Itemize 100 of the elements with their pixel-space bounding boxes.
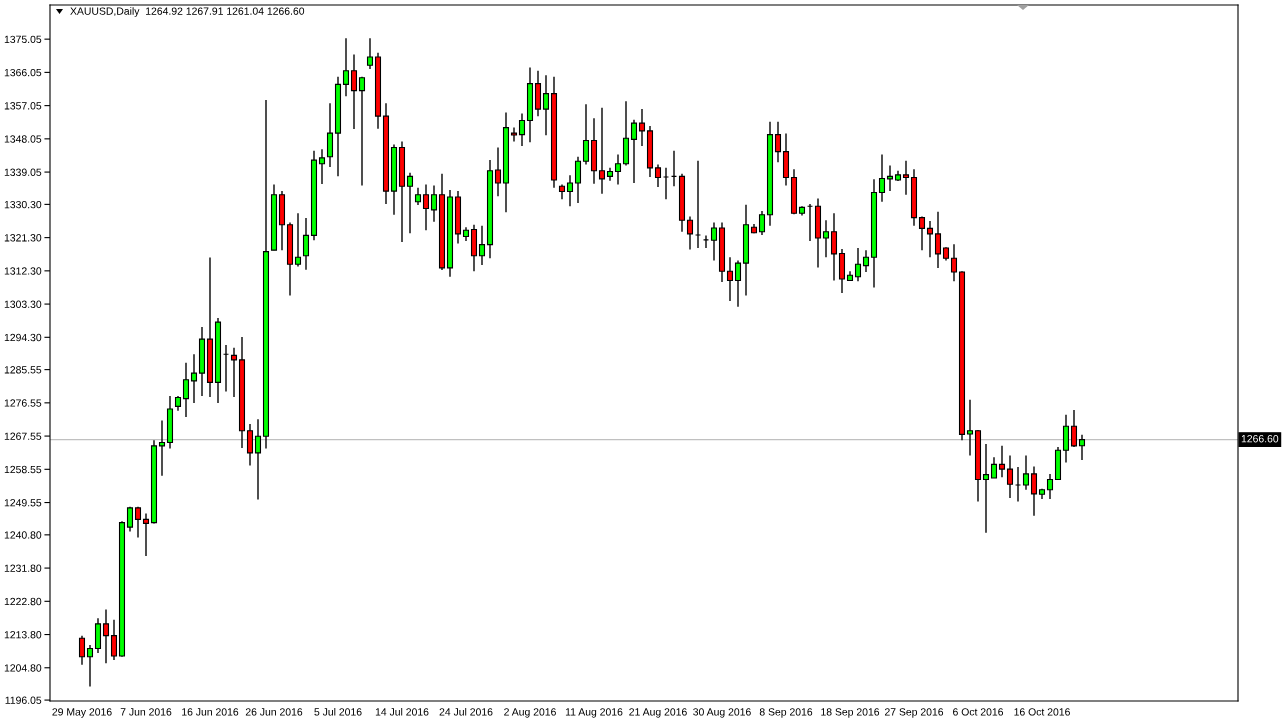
candlestick	[478, 225, 486, 266]
y-tick-label: 1249.55	[4, 499, 42, 507]
x-tick-label: 11 Aug 2016	[565, 708, 623, 718]
candlestick	[886, 164, 894, 192]
x-tick-label: 5 Jul 2016	[314, 707, 362, 716]
candlestick	[134, 506, 142, 539]
y-tick-label: 1339.05	[4, 168, 42, 176]
candlestick	[854, 247, 862, 282]
candlestick	[110, 619, 118, 661]
candlestick	[822, 219, 830, 258]
candlestick	[510, 126, 518, 143]
y-tick-label: 1240.80	[4, 531, 42, 539]
candlestick	[190, 353, 198, 404]
candlestick	[902, 160, 910, 196]
candlestick	[758, 210, 766, 236]
candlestick	[350, 53, 358, 130]
candlestick	[774, 120, 782, 163]
y-tick-label: 1276.55	[4, 399, 42, 407]
candlestick	[102, 608, 110, 665]
x-tick-label: 14 Jul 2016	[375, 707, 429, 716]
candlestick	[966, 399, 974, 457]
candlestick	[1022, 454, 1030, 491]
x-tick-label: 21 Aug 2016	[629, 708, 687, 718]
y-tick-label: 1321.30	[4, 234, 42, 242]
y-tick-label: 1330.30	[4, 200, 42, 209]
y-tick-label: 1357.05	[4, 102, 42, 110]
x-tick-label: 29 May 2016	[52, 708, 112, 718]
candlestick	[638, 108, 646, 147]
candlestick	[142, 512, 150, 557]
candlestick	[1030, 465, 1038, 517]
y-tick-label: 1312.30	[4, 267, 42, 275]
candlestick	[78, 634, 86, 666]
candlestick	[990, 456, 998, 479]
candlestick	[358, 75, 366, 187]
x-tick-label: 8 Sep 2016	[759, 708, 813, 718]
candlestick	[542, 74, 550, 137]
candlestick	[182, 362, 190, 418]
candlestick	[86, 644, 94, 688]
candlestick	[246, 423, 254, 467]
y-tick-label: 1222.80	[4, 597, 42, 606]
candlestick	[430, 184, 438, 223]
candlestick	[710, 221, 718, 262]
candlestick	[982, 443, 990, 534]
candlestick	[518, 112, 526, 147]
y-tick-label: 1258.55	[4, 465, 42, 474]
candlestick	[1062, 414, 1070, 464]
x-tick-label: 18 Sep 2016	[821, 708, 880, 718]
candlestick	[254, 418, 262, 501]
candlestick	[878, 153, 886, 203]
candlestick	[406, 171, 414, 234]
candlestick	[686, 215, 694, 251]
candlestick	[318, 148, 326, 185]
candlestick	[342, 37, 350, 97]
x-tick-label: 2 Aug 2016	[504, 708, 556, 718]
candlestick	[1006, 454, 1014, 499]
candlestick	[574, 156, 582, 204]
candlestick	[494, 146, 502, 197]
y-tick-label: 1231.80	[4, 564, 42, 572]
candlestick	[422, 183, 430, 231]
candlestick	[294, 212, 302, 268]
y-tick-label: 1294.30	[4, 333, 42, 342]
candlestick	[126, 506, 134, 533]
candlestick	[734, 259, 742, 308]
candlestick	[614, 153, 622, 186]
candlestick	[326, 102, 334, 168]
candlestick	[934, 211, 942, 269]
candlestick	[950, 243, 958, 282]
candlestick	[582, 103, 590, 166]
y-tick-label: 1196.05	[5, 696, 42, 704]
candlestick	[926, 220, 934, 258]
y-tick-label: 1366.05	[4, 68, 42, 77]
y-tick-label: 1285.55	[4, 366, 42, 374]
x-tick-label: 16 Jun 2016	[182, 708, 239, 716]
x-tick-label: 7 Jun 2016	[120, 708, 172, 716]
ref-line-label: 1266.60	[1241, 435, 1279, 443]
candlestick	[998, 445, 1006, 478]
y-tick-label: 1348.05	[4, 135, 42, 143]
candlestick	[566, 174, 574, 207]
candlestick	[630, 119, 638, 184]
chart-title: XAUUSD,Daily 1264.92 1267.91 1261.04 1266.60	[70, 7, 305, 17]
candlestick	[862, 249, 870, 273]
x-tick-label: 30 Aug 2016	[693, 708, 751, 718]
x-tick-label: 27 Sep 2016	[884, 708, 944, 718]
candlestick	[230, 346, 238, 398]
candlestick	[1078, 434, 1086, 461]
x-tick-label: 16 Oct 2016	[1014, 708, 1070, 716]
y-tick-label: 1375.05	[4, 35, 42, 44]
candlestick	[1046, 473, 1054, 500]
x-tick-label: 24 Jul 2016	[439, 707, 493, 716]
candlestick	[302, 217, 310, 271]
candlestick	[830, 212, 838, 282]
candlestick	[158, 419, 166, 477]
candlestick	[654, 163, 662, 188]
y-tick-label: 1213.80	[4, 631, 42, 639]
candlestick	[366, 37, 374, 70]
y-tick-label: 1303.30	[4, 300, 42, 308]
y-tick-label: 1267.55	[4, 432, 42, 440]
x-tick-label: 26 Jun 2016	[245, 708, 303, 716]
candlestick	[726, 256, 734, 302]
candlestick	[1070, 409, 1078, 448]
